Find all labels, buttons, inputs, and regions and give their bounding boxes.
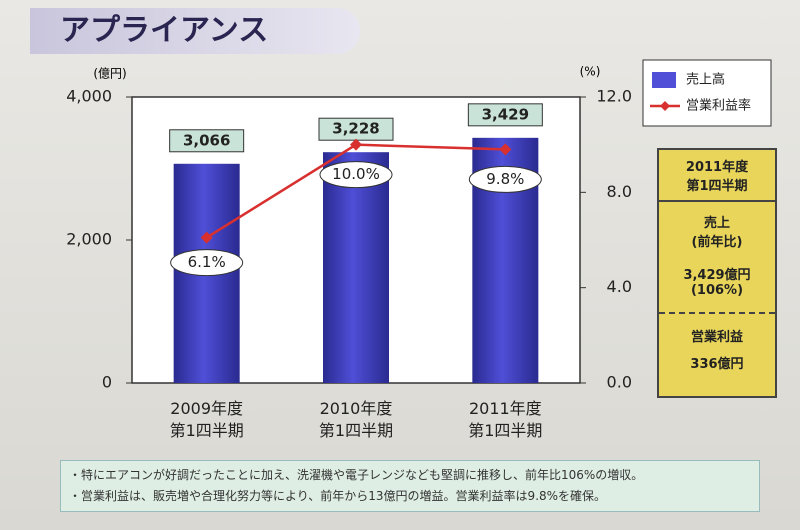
x-tick-label: 2009年度 第1四半期 xyxy=(169,399,244,440)
value-label: 3,429 xyxy=(482,105,529,123)
bar xyxy=(323,152,389,383)
value-label-bubble xyxy=(319,161,393,189)
value-label-bubble xyxy=(170,249,244,277)
summary-sales-value: 3,429億円 xyxy=(683,268,751,283)
summary-period: 2011年度 第1四半期 xyxy=(659,150,775,202)
y-axis-label: (億円) xyxy=(93,67,126,81)
legend-label: 売上高 xyxy=(686,72,725,88)
summary-box: 2011年度 第1四半期 売上 (前年比) 3,429億円 (106%) 営業利… xyxy=(657,148,777,398)
note: ・営業利益は、販売増や合理化努力等により、前年から13億円の増益。営業利益率は9… xyxy=(69,489,607,503)
legend-label: 営業利益率 xyxy=(686,98,751,114)
legend-marker xyxy=(660,101,670,111)
y-tick-label: 4,000 xyxy=(66,87,112,106)
value-label: 9.8% xyxy=(486,170,524,188)
legend-box xyxy=(642,59,772,127)
value-label-box xyxy=(169,129,245,153)
y-tick-label: 2,000 xyxy=(66,230,112,249)
legend-swatch xyxy=(652,72,676,88)
value-label: 3,066 xyxy=(183,131,230,149)
line-marker xyxy=(499,143,512,156)
y2-tick-label: 4.0 xyxy=(607,277,632,296)
value-label: 10.0% xyxy=(332,165,380,183)
y-tick-label: 0 xyxy=(102,373,112,392)
y2-tick-label: 8.0 xyxy=(607,182,632,201)
summary-sales-label: 売上 xyxy=(703,216,730,231)
slide-title: アプライアンス xyxy=(30,8,360,54)
value-label-bubble xyxy=(468,165,542,193)
notes: ・特にエアコンが好調だったことに加え、洗濯機や電子レンジなども堅調に推移し、前年… xyxy=(60,460,760,512)
y2-tick-label: 0.0 xyxy=(607,373,632,392)
value-label: 3,228 xyxy=(332,120,379,138)
summary-profit-value: 336億円 xyxy=(690,357,744,372)
summary-profit-label: 営業利益 xyxy=(659,312,775,345)
line-marker xyxy=(350,138,362,151)
x-tick-label: 2010年度 第1四半期 xyxy=(318,399,394,440)
value-label-box xyxy=(467,103,543,127)
summary-sales-ratio: (106%) xyxy=(690,283,744,298)
summary-sales-sub: (前年比) xyxy=(691,235,743,250)
x-tick-label: 2011年度 第1四半期 xyxy=(468,399,543,440)
value-label: 6.1% xyxy=(188,253,226,271)
line-marker xyxy=(200,231,213,244)
y2-tick-label: 12.0 xyxy=(596,87,632,106)
y2-axis-label: (%) xyxy=(580,65,601,79)
note: ・特にエアコンが好調だったことに加え、洗濯機や電子レンジなども堅調に推移し、前年… xyxy=(69,468,644,482)
